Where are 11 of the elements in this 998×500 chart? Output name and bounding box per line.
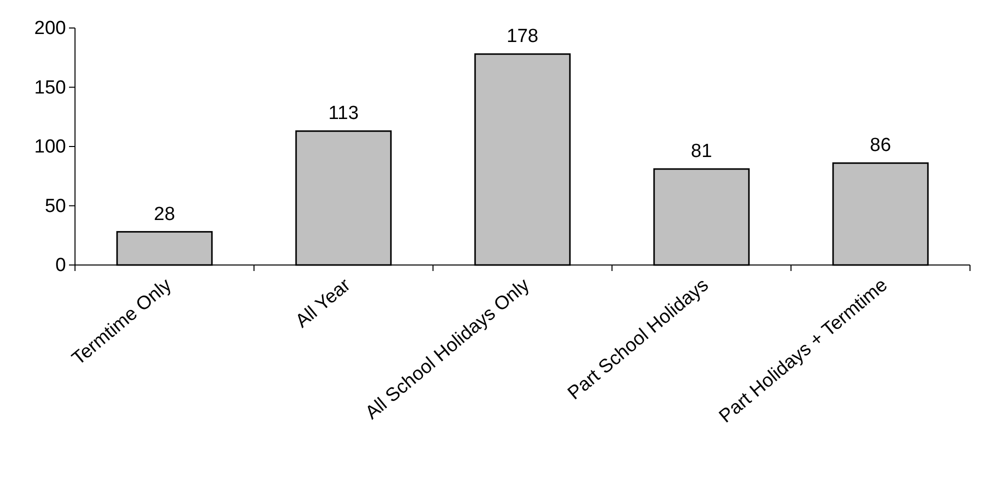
data-label: 28 — [154, 204, 176, 225]
data-label: 86 — [870, 135, 892, 156]
x-tick-label: All Year — [292, 274, 356, 332]
y-tick-label: 200 — [34, 18, 66, 40]
data-label: 178 — [506, 26, 538, 48]
y-tick-label: 0 — [55, 255, 66, 276]
y-tick-label: 100 — [34, 136, 66, 158]
data-label: 81 — [690, 141, 712, 162]
y-tick-label: 50 — [44, 196, 66, 217]
y-tick-label: 150 — [34, 77, 66, 98]
data-label: 113 — [328, 103, 359, 124]
